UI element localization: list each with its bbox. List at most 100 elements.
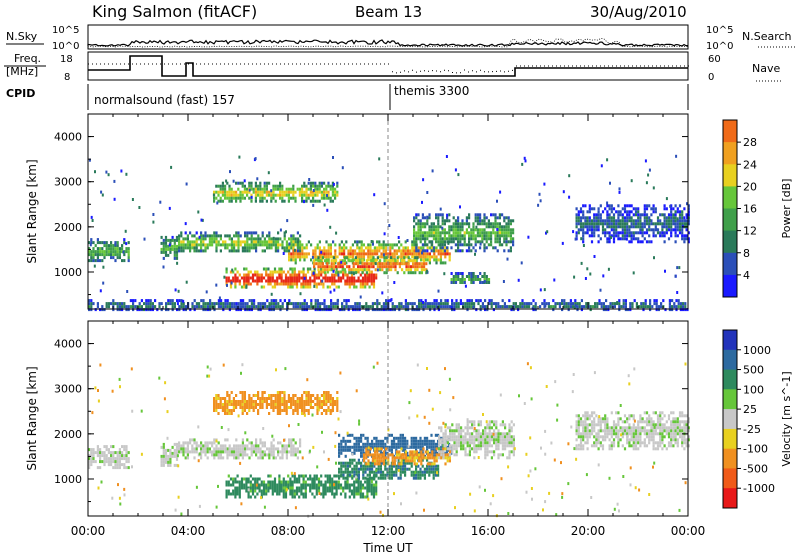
heatmap-cell	[362, 252, 365, 256]
heatmap-cell	[250, 199, 253, 203]
heatmap-cell	[332, 265, 335, 269]
heatmap-cell	[294, 394, 297, 397]
heatmap-cell	[132, 308, 135, 312]
heatmap-cell	[246, 308, 249, 312]
heatmap-cell	[503, 249, 506, 253]
heatmap-cell	[258, 273, 261, 277]
heatmap-cell	[398, 450, 401, 454]
heatmap-cell	[554, 305, 557, 309]
heatmap-cell	[432, 467, 435, 471]
heatmap-cell	[271, 489, 274, 493]
heatmap-cell	[270, 453, 273, 457]
heatmap-cell	[422, 252, 425, 256]
heatmap-cell	[305, 190, 308, 194]
heatmap-cell	[118, 448, 121, 452]
heatmap-cell	[371, 240, 374, 244]
heatmap-cell	[213, 456, 216, 460]
heatmap-cell	[645, 204, 649, 208]
heatmap-cell	[543, 182, 546, 186]
heatmap-cell	[164, 235, 168, 239]
heatmap-cell	[294, 406, 297, 409]
heatmap-cell	[178, 237, 181, 241]
heatmap-cell	[612, 207, 616, 211]
heatmap-cell	[490, 225, 493, 229]
heatmap-cell	[325, 196, 328, 200]
y-tick-label: 1000	[54, 266, 82, 279]
heatmap-cell	[116, 457, 119, 461]
heatmap-cell	[320, 483, 323, 487]
heatmap-cell	[381, 291, 384, 295]
heatmap-cell	[479, 272, 482, 275]
heatmap-cell	[278, 273, 281, 277]
heatmap-cell	[272, 394, 275, 397]
heatmap-cell	[441, 228, 444, 232]
heatmap-cell	[184, 243, 187, 247]
heatmap-cell	[309, 187, 312, 191]
heatmap-cell	[302, 267, 305, 271]
heatmap-cell	[445, 155, 448, 158]
heatmap-cell	[354, 256, 357, 260]
heatmap-cell	[424, 302, 427, 306]
heatmap-cell	[439, 445, 442, 449]
heatmap-cell	[624, 302, 627, 306]
heatmap-cell	[326, 270, 329, 274]
heatmap-cell	[610, 207, 613, 211]
heatmap-cell	[521, 302, 524, 306]
heatmap-cell	[361, 486, 365, 490]
heatmap-cell	[312, 271, 315, 275]
heatmap-cell	[274, 240, 277, 244]
heatmap-cell	[197, 249, 200, 253]
heatmap-cell	[503, 305, 506, 309]
heatmap-cell	[316, 299, 319, 303]
heatmap-cell	[407, 256, 410, 260]
heatmap-cell	[411, 255, 414, 259]
heatmap-cell	[164, 238, 168, 242]
heatmap-cell	[296, 406, 299, 409]
heatmap-cell	[287, 199, 290, 203]
heatmap-cell	[231, 268, 234, 272]
heatmap-cell	[475, 225, 478, 229]
heatmap-cell	[362, 467, 365, 471]
heatmap-cell	[656, 216, 660, 220]
heatmap-cell	[356, 252, 359, 256]
heatmap-cell	[604, 228, 607, 232]
heatmap-cell	[376, 447, 379, 451]
heatmap-cell	[619, 237, 622, 241]
heatmap-cell	[266, 243, 269, 247]
heatmap-cell	[663, 240, 666, 244]
heatmap-cell	[594, 302, 597, 306]
heatmap-cell	[296, 409, 299, 412]
heatmap-cell	[250, 195, 253, 199]
heatmap-cell	[184, 456, 187, 460]
heatmap-cell	[656, 231, 660, 235]
heatmap-cell	[472, 222, 475, 226]
heatmap-cell	[312, 249, 315, 253]
heatmap-cell	[323, 308, 326, 312]
heatmap-cell	[305, 397, 308, 400]
heatmap-cell	[290, 453, 293, 457]
heatmap-cell	[230, 187, 233, 191]
heatmap-cell	[278, 267, 281, 271]
heatmap-cell	[431, 255, 434, 259]
heatmap-cell	[346, 433, 349, 437]
heatmap-cell	[339, 486, 343, 490]
heatmap-cell	[353, 495, 356, 499]
heatmap-cell	[358, 252, 361, 256]
heatmap-cell	[366, 480, 369, 484]
heatmap-cell	[171, 454, 174, 458]
heatmap-cell	[105, 302, 108, 306]
heatmap-cell	[419, 476, 422, 480]
heatmap-cell	[294, 237, 297, 241]
heatmap-cell	[374, 459, 377, 463]
heatmap-cell	[354, 302, 357, 306]
heatmap-cell	[503, 216, 506, 220]
heatmap-cell	[457, 272, 460, 275]
heatmap-cell	[307, 394, 310, 397]
heatmap-cell	[507, 240, 510, 244]
heatmap-cell	[678, 213, 682, 217]
heatmap-cell	[404, 249, 407, 253]
heatmap-cell	[267, 273, 270, 277]
heatmap-cell	[267, 282, 270, 286]
heatmap-cell	[413, 453, 416, 457]
heatmap-cell	[618, 187, 621, 191]
